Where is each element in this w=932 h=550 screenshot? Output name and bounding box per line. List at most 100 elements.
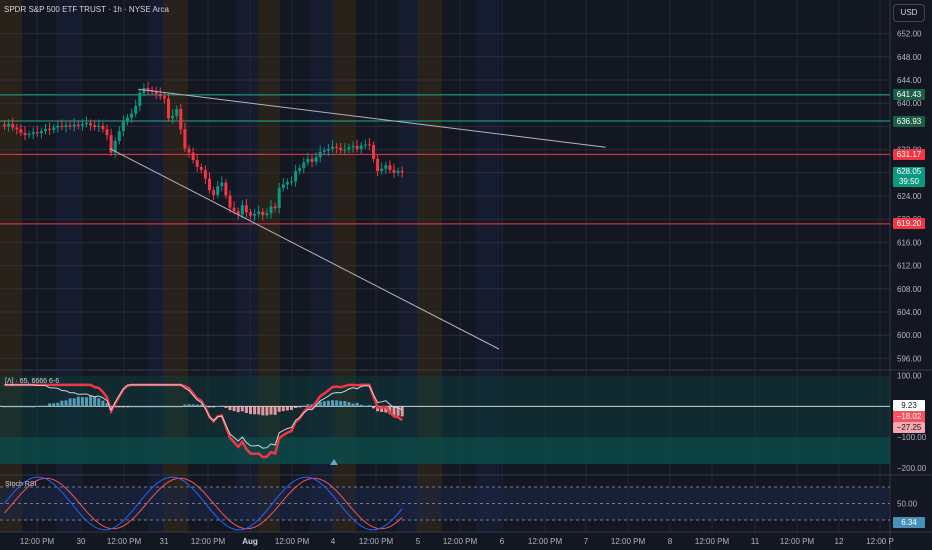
macd-histogram-bar [331,400,334,407]
macd-axis-tick: −200.00 [897,464,927,473]
trend-lines[interactable] [109,88,606,350]
currency-button[interactable]: USD [893,4,925,22]
stoch-value-label: 6.34 [893,517,925,528]
price-label: 619.20 [893,218,925,230]
macd-histogram-bar [19,406,23,408]
candle-body [232,207,236,212]
macd-histogram-bar [347,402,351,407]
macd-histogram-bar [343,401,347,407]
candle-body [72,124,76,127]
time-axis-tick: 12:00 PM [275,537,310,546]
candle-body [162,96,166,99]
candle-body [380,168,384,172]
candle-body [273,206,277,209]
candle-body [253,213,257,216]
cross-marker-icon [330,459,338,465]
macd-histogram-bar [240,406,244,412]
macd-histogram-bar [277,406,281,412]
candle-body [199,167,203,170]
time-axis-tick: 12:00 PM [780,537,815,546]
macd-histogram-bar [187,404,191,407]
macd-histogram-bar [285,406,289,411]
stoch-rsi-legend[interactable]: Stoch RSI [5,481,37,488]
candle-body [314,157,318,162]
candle-body [113,140,117,153]
price-label: 636.93 [893,115,925,127]
macd-line [4,383,403,459]
macd-histogram-bar [113,406,117,408]
macd-histogram-bar [199,404,203,407]
macd-histogram-bar [72,398,76,407]
macd-histogram-bar [89,395,93,407]
macd-histogram-bar [158,406,162,408]
macd-histogram-bar [294,406,298,408]
candle-body [27,133,31,136]
candle-body [208,178,211,191]
candle-body [19,129,23,133]
macd-histogram-bar [257,406,261,415]
candle-body [249,212,252,216]
time-axis-tick: 30 [77,537,86,546]
candle-body [56,125,60,128]
stoch-axis-tick: 50.00 [897,500,918,509]
macd-histogram-bar [117,406,121,408]
macd-histogram-bar [64,400,68,407]
macd-histogram-bar [56,402,60,407]
candle-body [322,150,326,152]
macd-histogram-bar [269,406,273,415]
macd-histogram-bar [290,406,293,410]
time-axis-tick: 12:00 PM [107,537,142,546]
candle-body [339,147,343,151]
price-axis-tick: 600.00 [897,331,922,340]
stoch-d-line [4,477,403,530]
macd-histogram-bar [306,404,310,407]
time-axis-tick: 12:00 PM [695,537,730,546]
candle-body [302,162,306,169]
candle-body [384,165,388,169]
candle-body [52,127,56,130]
candle-body [367,144,371,146]
time-axis-tick: 12:00 PM [20,537,55,546]
price-label: 628.05 39:50 [893,167,925,187]
macd-histogram-bar [15,406,19,408]
macd-histogram-bar [52,403,56,407]
candle-body [318,151,322,158]
macd-value-label: −27.25 [893,422,925,433]
price-axis-tick: 652.00 [897,30,922,39]
macd-histogram-bar [249,406,252,415]
candle-body [265,213,269,216]
candle-body [335,146,339,148]
candlestick-series [3,81,404,221]
macd-histogram-bar [359,404,363,407]
candle-body [372,144,375,159]
candle-body [396,171,400,173]
candle-body [191,152,195,161]
macd-histogram-bar [162,406,166,408]
macd-histogram-bar [48,403,52,407]
time-axis-tick: 31 [160,537,169,546]
candle-body [326,149,330,151]
candle-body [240,205,244,215]
price-axis-tick: 608.00 [897,285,922,294]
macd-histogram-bar [322,401,326,407]
price-label: 641.43 [893,89,925,101]
time-axis-tick: 12 [835,537,844,546]
candle-body [376,158,380,172]
price-axis-tick: 644.00 [897,76,922,85]
macd-legend[interactable]: [Λ] · 65, 6666 6-6 [5,378,60,385]
candle-body [7,124,11,127]
time-axis-tick: 8 [668,537,673,546]
candle-body [171,115,175,119]
price-axis-tick: 612.00 [897,262,922,271]
macd-histogram-bar [68,398,72,407]
candle-body [331,146,334,150]
candle-body [187,148,191,153]
macd-histogram-bar [130,406,134,408]
candle-body [400,171,404,173]
macd-histogram-bar [31,406,35,408]
candle-body [138,92,142,107]
signal-line [4,384,403,449]
candle-body [85,122,88,125]
